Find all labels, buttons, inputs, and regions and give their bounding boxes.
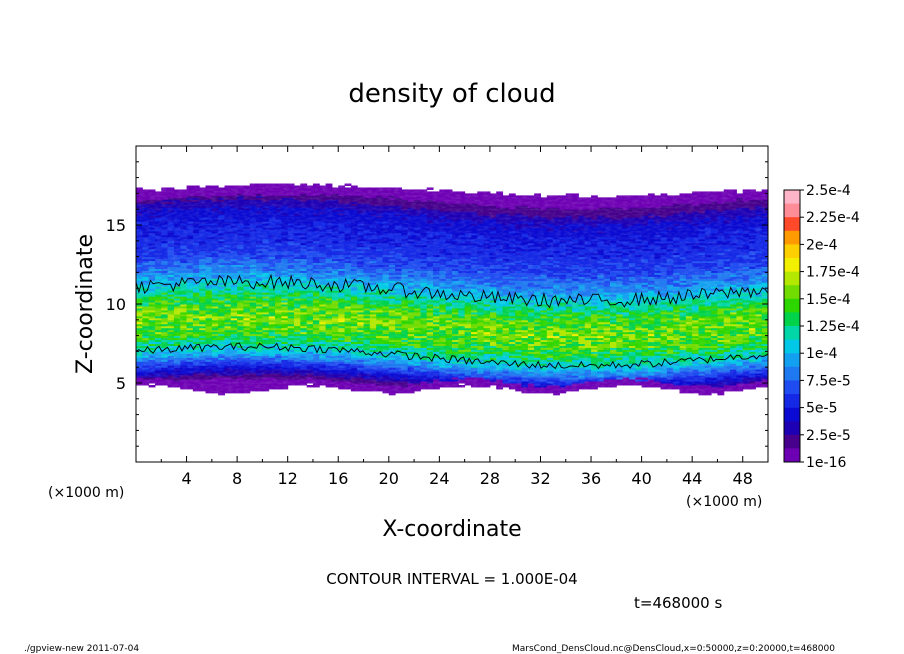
chart-title: density of cloud xyxy=(348,79,555,109)
heatmap-field xyxy=(136,146,768,462)
